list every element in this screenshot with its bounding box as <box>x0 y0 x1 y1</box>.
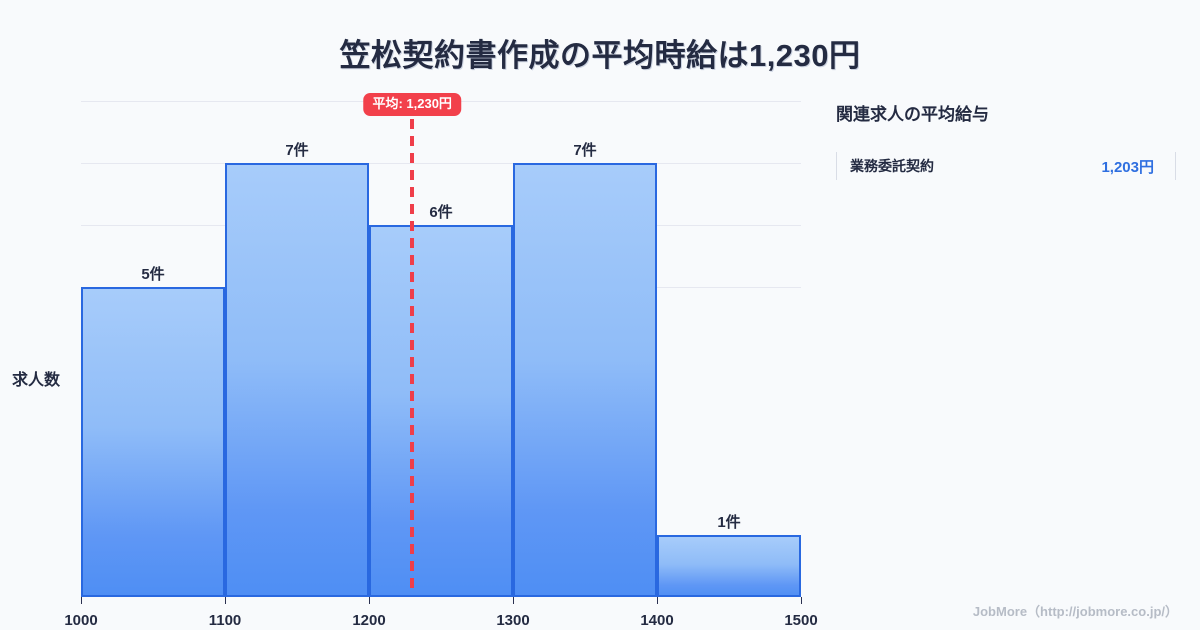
x-axis-tick <box>81 597 82 604</box>
histogram-chart: 求人数 5件 7件 6件 7件 1件 平均: 1,230円 1000 1100 1200 13… <box>0 86 830 629</box>
y-axis-title: 求人数 <box>12 372 61 389</box>
bar-value-label: 1件 <box>717 514 741 531</box>
bar-value-label: 7件 <box>285 142 309 159</box>
x-axis-tick <box>657 597 658 604</box>
bar-value-label: 6件 <box>429 204 453 221</box>
bar[interactable] <box>81 287 225 597</box>
related-job-row[interactable]: 業務委託契約 1,203円 <box>836 149 1176 183</box>
footer-credit: JobMore（http://jobmore.co.jp/） <box>972 604 1178 619</box>
x-axis-tick-label: 1200 <box>352 612 386 629</box>
average-dashed-line <box>410 119 415 597</box>
related-jobs-list: 業務委託契約 1,203円 <box>836 149 1176 183</box>
x-axis-tick <box>513 597 514 604</box>
bar[interactable] <box>369 225 513 597</box>
bar-value-label: 7件 <box>573 142 597 159</box>
gridline <box>81 163 801 164</box>
bar[interactable] <box>513 163 657 597</box>
x-axis-line <box>81 595 801 597</box>
x-axis-tick-label: 1500 <box>784 612 818 629</box>
x-axis-tick-label: 1000 <box>64 612 98 629</box>
related-jobs-heading: 関連求人の平均給与 <box>836 105 989 124</box>
average-badge: 平均: 1,230円 <box>363 93 461 117</box>
x-axis-tick-label: 1100 <box>208 612 242 629</box>
plot-area: 5件 7件 6件 7件 1件 平均: 1,230円 1000 1100 1200 1300 14… <box>64 93 818 629</box>
x-axis-tick <box>369 597 370 604</box>
page-title: 笠松契約書作成の平均時給は1,230円 <box>339 38 861 73</box>
bar[interactable] <box>225 163 369 597</box>
related-job-value: 1,203円 <box>1101 158 1154 176</box>
x-axis-tick-label: 1300 <box>496 612 530 629</box>
bar-value-label: 5件 <box>141 266 165 283</box>
x-axis-tick <box>225 597 226 604</box>
x-axis-tick-label: 1400 <box>640 612 674 629</box>
bar[interactable] <box>657 535 801 597</box>
x-axis-tick <box>801 597 802 604</box>
related-job-label: 業務委託契約 <box>850 158 934 174</box>
related-jobs-panel: 関連求人の平均給与 業務委託契約 1,203円 <box>836 100 1176 183</box>
